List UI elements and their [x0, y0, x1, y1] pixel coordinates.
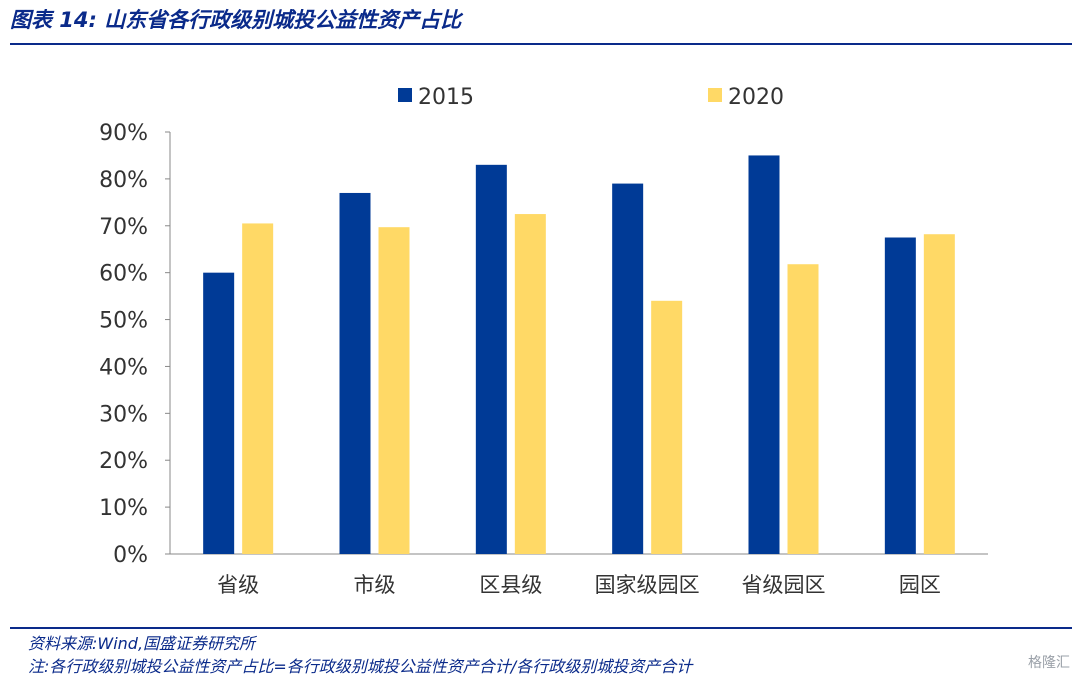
legend-label: 2020 [728, 85, 784, 110]
note-text: 注:各行政级别城投公益性资产占比=各行政级别城投公益性资产合计/各行政级别城投资… [28, 657, 693, 676]
source-text: 资料来源:Wind,国盛证券研究所 [28, 634, 256, 653]
legend-label: 2015 [418, 85, 474, 110]
bar-2015 [612, 183, 644, 555]
bar-2015 [203, 272, 235, 554]
y-tick-label: 60% [99, 262, 148, 287]
figure-title: 图表 14: 山东省各行政级别城投公益性资产占比 [10, 8, 462, 32]
x-tick-label: 省级 [217, 573, 259, 597]
bar-2020 [378, 227, 410, 554]
bar-2020 [514, 214, 546, 555]
legend-swatch-2015 [398, 88, 412, 102]
x-tick-label: 国家级园区 [595, 573, 700, 597]
x-tick-label: 市级 [354, 573, 396, 597]
footer-rule [10, 627, 1072, 629]
y-tick-label: 10% [99, 496, 148, 521]
y-tick-label: 30% [99, 402, 148, 427]
bar-2020 [242, 223, 274, 554]
legend-swatch-2020 [708, 88, 722, 102]
bar-2015 [475, 164, 507, 555]
y-tick-label: 40% [99, 355, 148, 380]
y-tick-label: 70% [99, 215, 148, 240]
title-rule [10, 43, 1072, 45]
y-tick-label: 80% [99, 168, 148, 193]
watermark: 格隆汇 [1028, 655, 1070, 671]
bar-2020 [923, 234, 955, 554]
bar-2020 [651, 300, 683, 554]
bar-2015 [884, 237, 916, 554]
bar-2015 [339, 192, 371, 554]
x-tick-label: 省级园区 [742, 573, 826, 597]
bar-2020 [787, 264, 819, 554]
x-tick-label: 区县级 [479, 573, 542, 597]
y-tick-label: 0% [113, 543, 148, 568]
x-tick-label: 园区 [899, 573, 941, 597]
y-tick-label: 50% [99, 309, 148, 334]
y-tick-label: 20% [99, 449, 148, 474]
y-tick-label: 90% [99, 121, 148, 146]
bar-2015 [748, 155, 780, 554]
